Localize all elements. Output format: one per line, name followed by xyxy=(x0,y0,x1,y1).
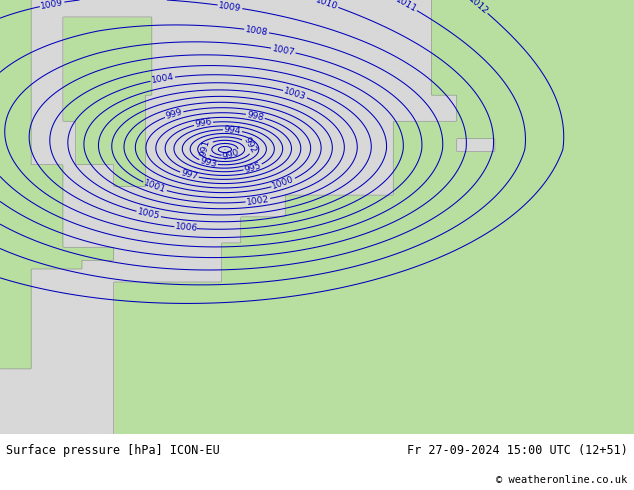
Text: 996: 996 xyxy=(194,118,212,129)
Text: 1009: 1009 xyxy=(40,0,64,11)
Text: 1010: 1010 xyxy=(314,0,339,11)
Text: Fr 27-09-2024 15:00 UTC (12+51): Fr 27-09-2024 15:00 UTC (12+51) xyxy=(407,444,628,457)
Text: 1005: 1005 xyxy=(136,207,161,221)
Text: 991: 991 xyxy=(199,138,212,157)
Text: 1004: 1004 xyxy=(151,73,174,85)
Text: 993: 993 xyxy=(199,156,218,170)
Text: 1006: 1006 xyxy=(175,222,198,233)
Text: 1002: 1002 xyxy=(246,195,270,207)
Text: 995: 995 xyxy=(243,161,262,174)
Text: 1003: 1003 xyxy=(283,86,307,101)
Text: 990: 990 xyxy=(221,147,241,162)
Text: Surface pressure [hPa] ICON-EU: Surface pressure [hPa] ICON-EU xyxy=(6,444,220,457)
Text: 1012: 1012 xyxy=(467,0,490,16)
Text: 998: 998 xyxy=(246,110,265,122)
Text: 1000: 1000 xyxy=(271,175,295,191)
Text: © weatheronline.co.uk: © weatheronline.co.uk xyxy=(496,475,628,486)
Text: 1001: 1001 xyxy=(143,179,167,195)
Text: 1009: 1009 xyxy=(218,0,242,13)
Text: 994: 994 xyxy=(224,125,242,135)
Text: 992: 992 xyxy=(242,135,258,155)
Text: 997: 997 xyxy=(180,169,199,182)
Text: 1008: 1008 xyxy=(245,25,269,37)
Text: 999: 999 xyxy=(164,107,184,121)
Text: 1011: 1011 xyxy=(394,0,418,14)
Text: 1007: 1007 xyxy=(271,44,295,57)
